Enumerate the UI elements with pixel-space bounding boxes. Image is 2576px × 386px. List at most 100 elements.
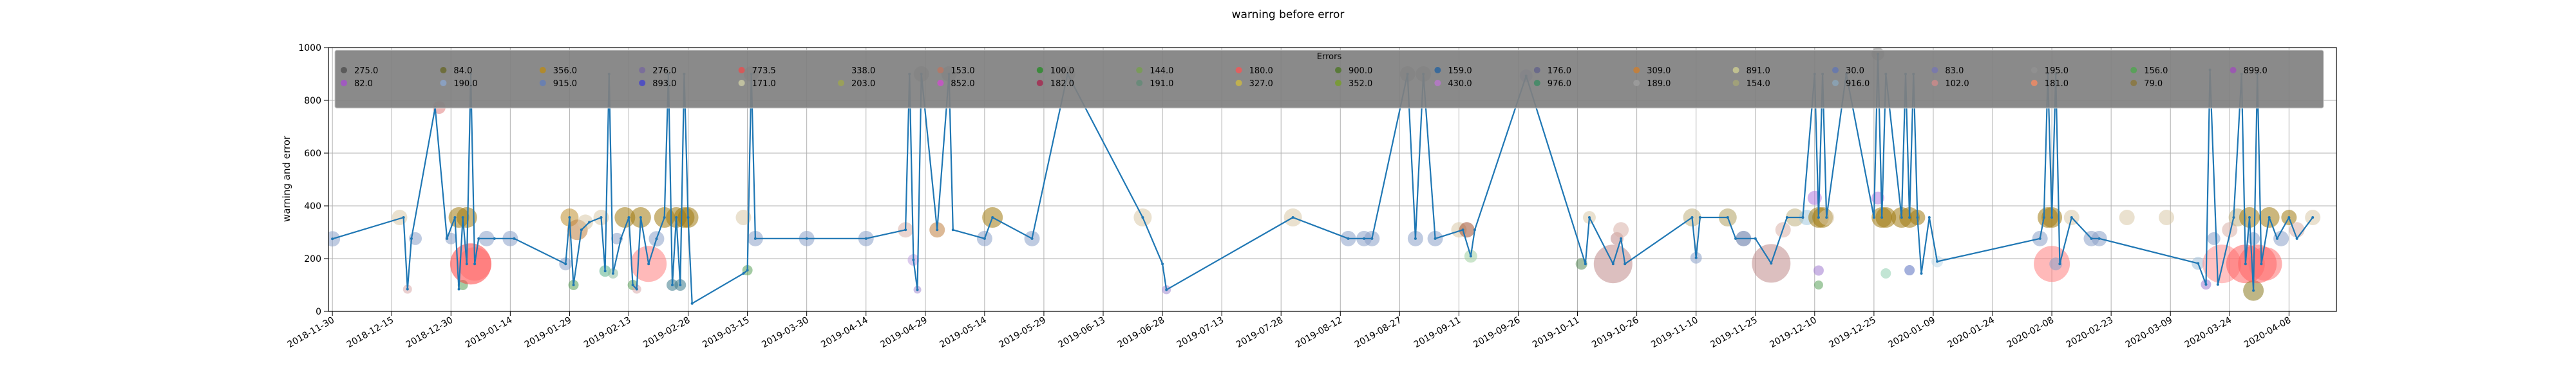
line-point bbox=[1624, 262, 1627, 266]
x-tick-label: 2019-08-27 bbox=[1353, 315, 1403, 351]
line-point bbox=[631, 284, 634, 286]
line-point bbox=[1165, 288, 1168, 291]
line-point bbox=[1414, 237, 1417, 240]
line-point bbox=[1825, 216, 1828, 219]
line-point bbox=[1880, 216, 1884, 219]
line-point bbox=[1698, 216, 1701, 219]
legend-label: 190.0 bbox=[453, 79, 477, 89]
legend-marker bbox=[1235, 80, 1242, 86]
legend-label: 82.0 bbox=[354, 79, 373, 89]
legend-label: 891.0 bbox=[1747, 66, 1770, 76]
x-tick-label: 2019-03-15 bbox=[701, 315, 751, 351]
line-point bbox=[753, 237, 757, 240]
line-point bbox=[2275, 237, 2278, 240]
legend-marker bbox=[341, 80, 347, 86]
bubble-point bbox=[2273, 230, 2289, 246]
bubble-point bbox=[1904, 265, 1915, 276]
bubble-point bbox=[2248, 247, 2282, 281]
bubble-point bbox=[1459, 222, 1475, 238]
legend-marker bbox=[1832, 80, 1839, 86]
line-point bbox=[679, 284, 682, 286]
line-point bbox=[663, 216, 666, 219]
x-tick-label: 2019-10-26 bbox=[1590, 315, 1641, 351]
line-point bbox=[1620, 237, 1623, 240]
legend-marker bbox=[1931, 67, 1938, 73]
bubble-point bbox=[2159, 210, 2175, 226]
legend-label: 182.0 bbox=[1050, 79, 1074, 89]
line-point bbox=[1587, 216, 1591, 219]
line-point bbox=[406, 288, 409, 291]
legend-marker bbox=[937, 80, 944, 86]
legend-marker bbox=[1434, 80, 1441, 86]
x-tick-label: 2019-12-10 bbox=[1768, 315, 1818, 351]
line-point bbox=[951, 228, 954, 232]
line-point bbox=[572, 284, 575, 286]
x-tick-label: 2019-04-29 bbox=[878, 315, 929, 351]
x-tick-label: 2019-01-14 bbox=[464, 315, 515, 351]
line-point bbox=[983, 237, 986, 240]
line-point bbox=[912, 259, 915, 262]
line-point bbox=[477, 237, 480, 240]
legend-marker bbox=[1633, 67, 1640, 73]
legend-marker bbox=[1036, 80, 1043, 86]
line-point bbox=[1936, 260, 1939, 263]
legend-marker bbox=[440, 67, 447, 73]
line-point bbox=[1734, 237, 1738, 240]
line-point bbox=[647, 262, 650, 266]
legend-marker bbox=[1533, 67, 1540, 73]
line-point bbox=[904, 228, 907, 232]
line-point bbox=[1754, 237, 1757, 240]
x-tick-label: 2018-12-15 bbox=[345, 315, 395, 351]
legend-label: 327.0 bbox=[1249, 79, 1273, 89]
line-point bbox=[600, 216, 603, 219]
line-point bbox=[746, 269, 749, 272]
line-point bbox=[1690, 216, 1694, 219]
bubble-point bbox=[614, 207, 636, 228]
legend-marker bbox=[2031, 80, 2038, 86]
line-point bbox=[2090, 237, 2093, 240]
line-point bbox=[620, 237, 623, 240]
line-point bbox=[1611, 262, 1615, 266]
line-point bbox=[611, 271, 614, 275]
legend-label: 100.0 bbox=[1050, 66, 1074, 76]
legend-marker bbox=[1434, 67, 1441, 73]
line-point bbox=[1363, 237, 1366, 240]
legend-label: 176.0 bbox=[1548, 66, 1571, 76]
bubble-point bbox=[1814, 280, 1823, 290]
legend-label: 79.0 bbox=[2144, 79, 2163, 89]
line-point bbox=[2216, 283, 2219, 286]
bubble-point bbox=[2247, 232, 2260, 245]
line-point bbox=[687, 216, 690, 219]
legend-marker bbox=[1235, 67, 1242, 73]
y-tick-label: 800 bbox=[304, 96, 321, 106]
x-tick-label: 2019-02-13 bbox=[582, 315, 632, 351]
bubble-point bbox=[1880, 268, 1891, 279]
x-tick-label: 2019-06-13 bbox=[1057, 315, 1107, 351]
legend-label: 154.0 bbox=[1747, 79, 1770, 89]
legend-marker bbox=[1136, 80, 1143, 86]
line-point bbox=[1370, 237, 1374, 240]
line-point bbox=[461, 216, 464, 219]
line-point bbox=[2042, 216, 2045, 219]
line-point bbox=[1141, 216, 1144, 219]
line-point bbox=[2058, 262, 2061, 266]
bubble-point bbox=[2207, 232, 2221, 245]
line-point bbox=[916, 288, 919, 291]
line-point bbox=[1916, 216, 1919, 219]
legend-marker bbox=[838, 67, 844, 73]
line-point bbox=[2268, 216, 2271, 219]
x-tick-label: 2020-01-09 bbox=[1886, 315, 1937, 351]
line-point bbox=[1473, 228, 1476, 232]
x-tick-label: 2019-05-29 bbox=[997, 315, 1047, 351]
x-tick-label: 2020-01-24 bbox=[1946, 315, 1997, 351]
legend-label: 430.0 bbox=[1448, 79, 1472, 89]
line-point bbox=[670, 284, 674, 286]
legend-label: 893.0 bbox=[652, 79, 676, 89]
line-point bbox=[568, 216, 571, 219]
line-point bbox=[402, 216, 405, 219]
legend-label: 356.0 bbox=[553, 66, 577, 76]
x-tick-label: 2019-01-29 bbox=[523, 315, 573, 351]
line-point bbox=[603, 270, 607, 273]
line-point bbox=[690, 302, 694, 305]
